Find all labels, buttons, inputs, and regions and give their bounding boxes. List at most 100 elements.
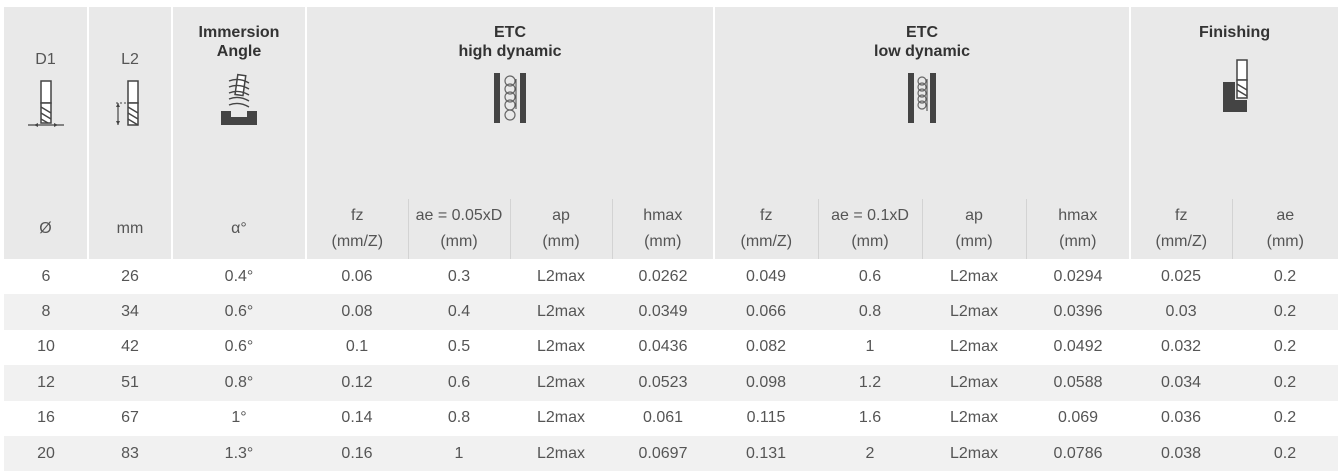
cell-high-fz: 0.08	[306, 294, 408, 330]
header-etc-high: ETC high dynamic	[306, 7, 715, 199]
finishing-icon	[1222, 59, 1248, 112]
unit-low-hmax: hmax (mm)	[1025, 199, 1132, 259]
cell-high-ap: L2max	[510, 365, 612, 401]
cell-high-hmax: 0.0436	[612, 329, 714, 366]
cell-d1: 10	[4, 329, 88, 366]
header-immersion-line2: Angle	[216, 43, 262, 60]
header-finishing: Finishing	[1130, 7, 1339, 199]
unit-d1: Ø	[4, 199, 89, 259]
unit-high-fz-name: fz	[351, 207, 364, 224]
unit-low-ap-unit: (mm)	[955, 233, 993, 250]
cell-high-ae: 0.3	[408, 259, 510, 295]
cell-low-ap: L2max	[922, 435, 1026, 471]
unit-low-hmax-name: hmax	[1058, 207, 1098, 224]
cell-low-ap: L2max	[922, 329, 1026, 366]
header-immersion-line1: Immersion	[198, 24, 280, 41]
unit-low-ae: ae = 0.1xD (mm)	[817, 199, 922, 259]
cell-high-ap: L2max	[510, 435, 612, 471]
cell-low-ae: 1	[818, 329, 922, 366]
cell-low-ae: 1.2	[818, 365, 922, 401]
cell-angle: 1°	[172, 400, 306, 436]
table-row: 10 42 0.6° 0.1 0.5 L2max 0.0436 0.082 1 L2max 0.04…	[4, 329, 1339, 366]
cell-fin-ae: 0.2	[1232, 329, 1339, 366]
header-l2: L2	[88, 7, 173, 199]
cell-high-ap: L2max	[510, 294, 612, 330]
table-row: 8 34 0.6° 0.08 0.4 L2max 0.0349 0.066 0.8 L2max 0.…	[4, 294, 1339, 330]
cell-low-ae: 2	[818, 435, 922, 471]
cell-low-fz: 0.098	[714, 365, 818, 401]
header-d1: D1	[4, 7, 89, 199]
cell-fin-fz: 0.025	[1130, 259, 1233, 295]
unit-low-ae-unit: (mm)	[851, 233, 889, 250]
cell-low-ae: 0.8	[818, 294, 922, 330]
cell-fin-ae: 0.2	[1232, 259, 1339, 295]
cell-fin-fz: 0.034	[1130, 365, 1233, 401]
cell-high-fz: 0.1	[306, 329, 408, 366]
cell-high-ae: 1	[408, 435, 510, 471]
unit-high-ae-name: ae = 0.05xD	[415, 207, 503, 224]
unit-fin-ae-name: ae	[1276, 207, 1295, 224]
drill-diameter-icon	[27, 80, 64, 127]
header-l2-label: L2	[121, 51, 139, 68]
cell-fin-ae: 0.2	[1232, 435, 1339, 471]
unit-fin-fz-name: fz	[1175, 207, 1188, 224]
unit-high-hmax: hmax (mm)	[611, 199, 715, 259]
cell-high-hmax: 0.0697	[612, 435, 714, 471]
cell-angle: 0.6°	[172, 294, 306, 330]
cell-fin-ae: 0.2	[1232, 365, 1339, 401]
cell-low-ap: L2max	[922, 400, 1026, 436]
unit-high-fz-unit: (mm/Z)	[331, 233, 384, 250]
cell-d1: 16	[4, 400, 88, 436]
unit-high-ap: ap (mm)	[509, 199, 612, 259]
data-rows: 6 26 0.4° 0.06 0.3 L2max 0.0262 0.049 0.6 L2max 0.…	[4, 259, 1339, 471]
cell-low-hmax: 0.0786	[1026, 435, 1131, 471]
cell-fin-fz: 0.038	[1130, 435, 1233, 471]
cell-low-hmax: 0.069	[1026, 400, 1131, 436]
unit-l2: mm	[88, 199, 173, 259]
unit-fin-fz: fz (mm/Z)	[1130, 199, 1233, 259]
cell-high-hmax: 0.0262	[612, 259, 714, 295]
cell-low-ap: L2max	[922, 294, 1026, 330]
cutting-data-table: D1 L2	[4, 7, 1339, 471]
cell-fin-ae: 0.2	[1232, 294, 1339, 330]
cell-fin-fz: 0.036	[1130, 400, 1233, 436]
cell-high-hmax: 0.0349	[612, 294, 714, 330]
cell-high-hmax: 0.0523	[612, 365, 714, 401]
unit-high-hmax-unit: (mm)	[644, 233, 682, 250]
cell-low-hmax: 0.0492	[1026, 329, 1131, 366]
cell-high-fz: 0.16	[306, 435, 408, 471]
cell-low-ae: 1.6	[818, 400, 922, 436]
cell-high-ap: L2max	[510, 259, 612, 295]
cell-l2: 26	[88, 259, 172, 295]
unit-high-ae-unit: (mm)	[440, 233, 478, 250]
header-immersion-angle: Immersion Angle	[172, 7, 307, 199]
cell-d1: 12	[4, 365, 88, 401]
cell-l2: 34	[88, 294, 172, 330]
header-etc-low: ETC low dynamic	[714, 7, 1132, 199]
table-row: 6 26 0.4° 0.06 0.3 L2max 0.0262 0.049 0.6 L2max 0.…	[4, 259, 1339, 295]
header-etc-high-line1: ETC	[494, 24, 526, 41]
table-row: 20 83 1.3° 0.16 1 L2max 0.0697 0.131 2 L2max 0.078…	[4, 435, 1339, 471]
cell-high-fz: 0.12	[306, 365, 408, 401]
cell-angle: 0.4°	[172, 259, 306, 295]
cell-high-fz: 0.06	[306, 259, 408, 295]
cell-low-ae: 0.6	[818, 259, 922, 295]
unit-low-fz: fz (mm/Z)	[714, 199, 818, 259]
cell-low-ap: L2max	[922, 259, 1026, 295]
unit-low-ap-name: ap	[965, 207, 983, 224]
cell-high-ae: 0.6	[408, 365, 510, 401]
cell-l2: 83	[88, 435, 172, 471]
unit-fin-ae-unit: (mm)	[1266, 233, 1304, 250]
header-finishing-label: Finishing	[1198, 24, 1271, 41]
trochoidal-low-dynamic-icon	[908, 73, 937, 123]
unit-low-hmax-unit: (mm)	[1059, 233, 1097, 250]
cell-angle: 1.3°	[172, 435, 306, 471]
table-row: 16 67 1° 0.14 0.8 L2max 0.061 0.115 1.6 L2max 0.06…	[4, 400, 1339, 436]
cell-high-hmax: 0.061	[612, 400, 714, 436]
cell-low-ap: L2max	[922, 365, 1026, 401]
cell-high-fz: 0.14	[306, 400, 408, 436]
table-row: 12 51 0.8° 0.12 0.6 L2max 0.0523 0.098 1.2 L2max 0…	[4, 365, 1339, 401]
header-etc-low-line2: low dynamic	[874, 43, 971, 60]
header-d1-label: D1	[35, 51, 56, 68]
cell-low-fz: 0.131	[714, 435, 818, 471]
